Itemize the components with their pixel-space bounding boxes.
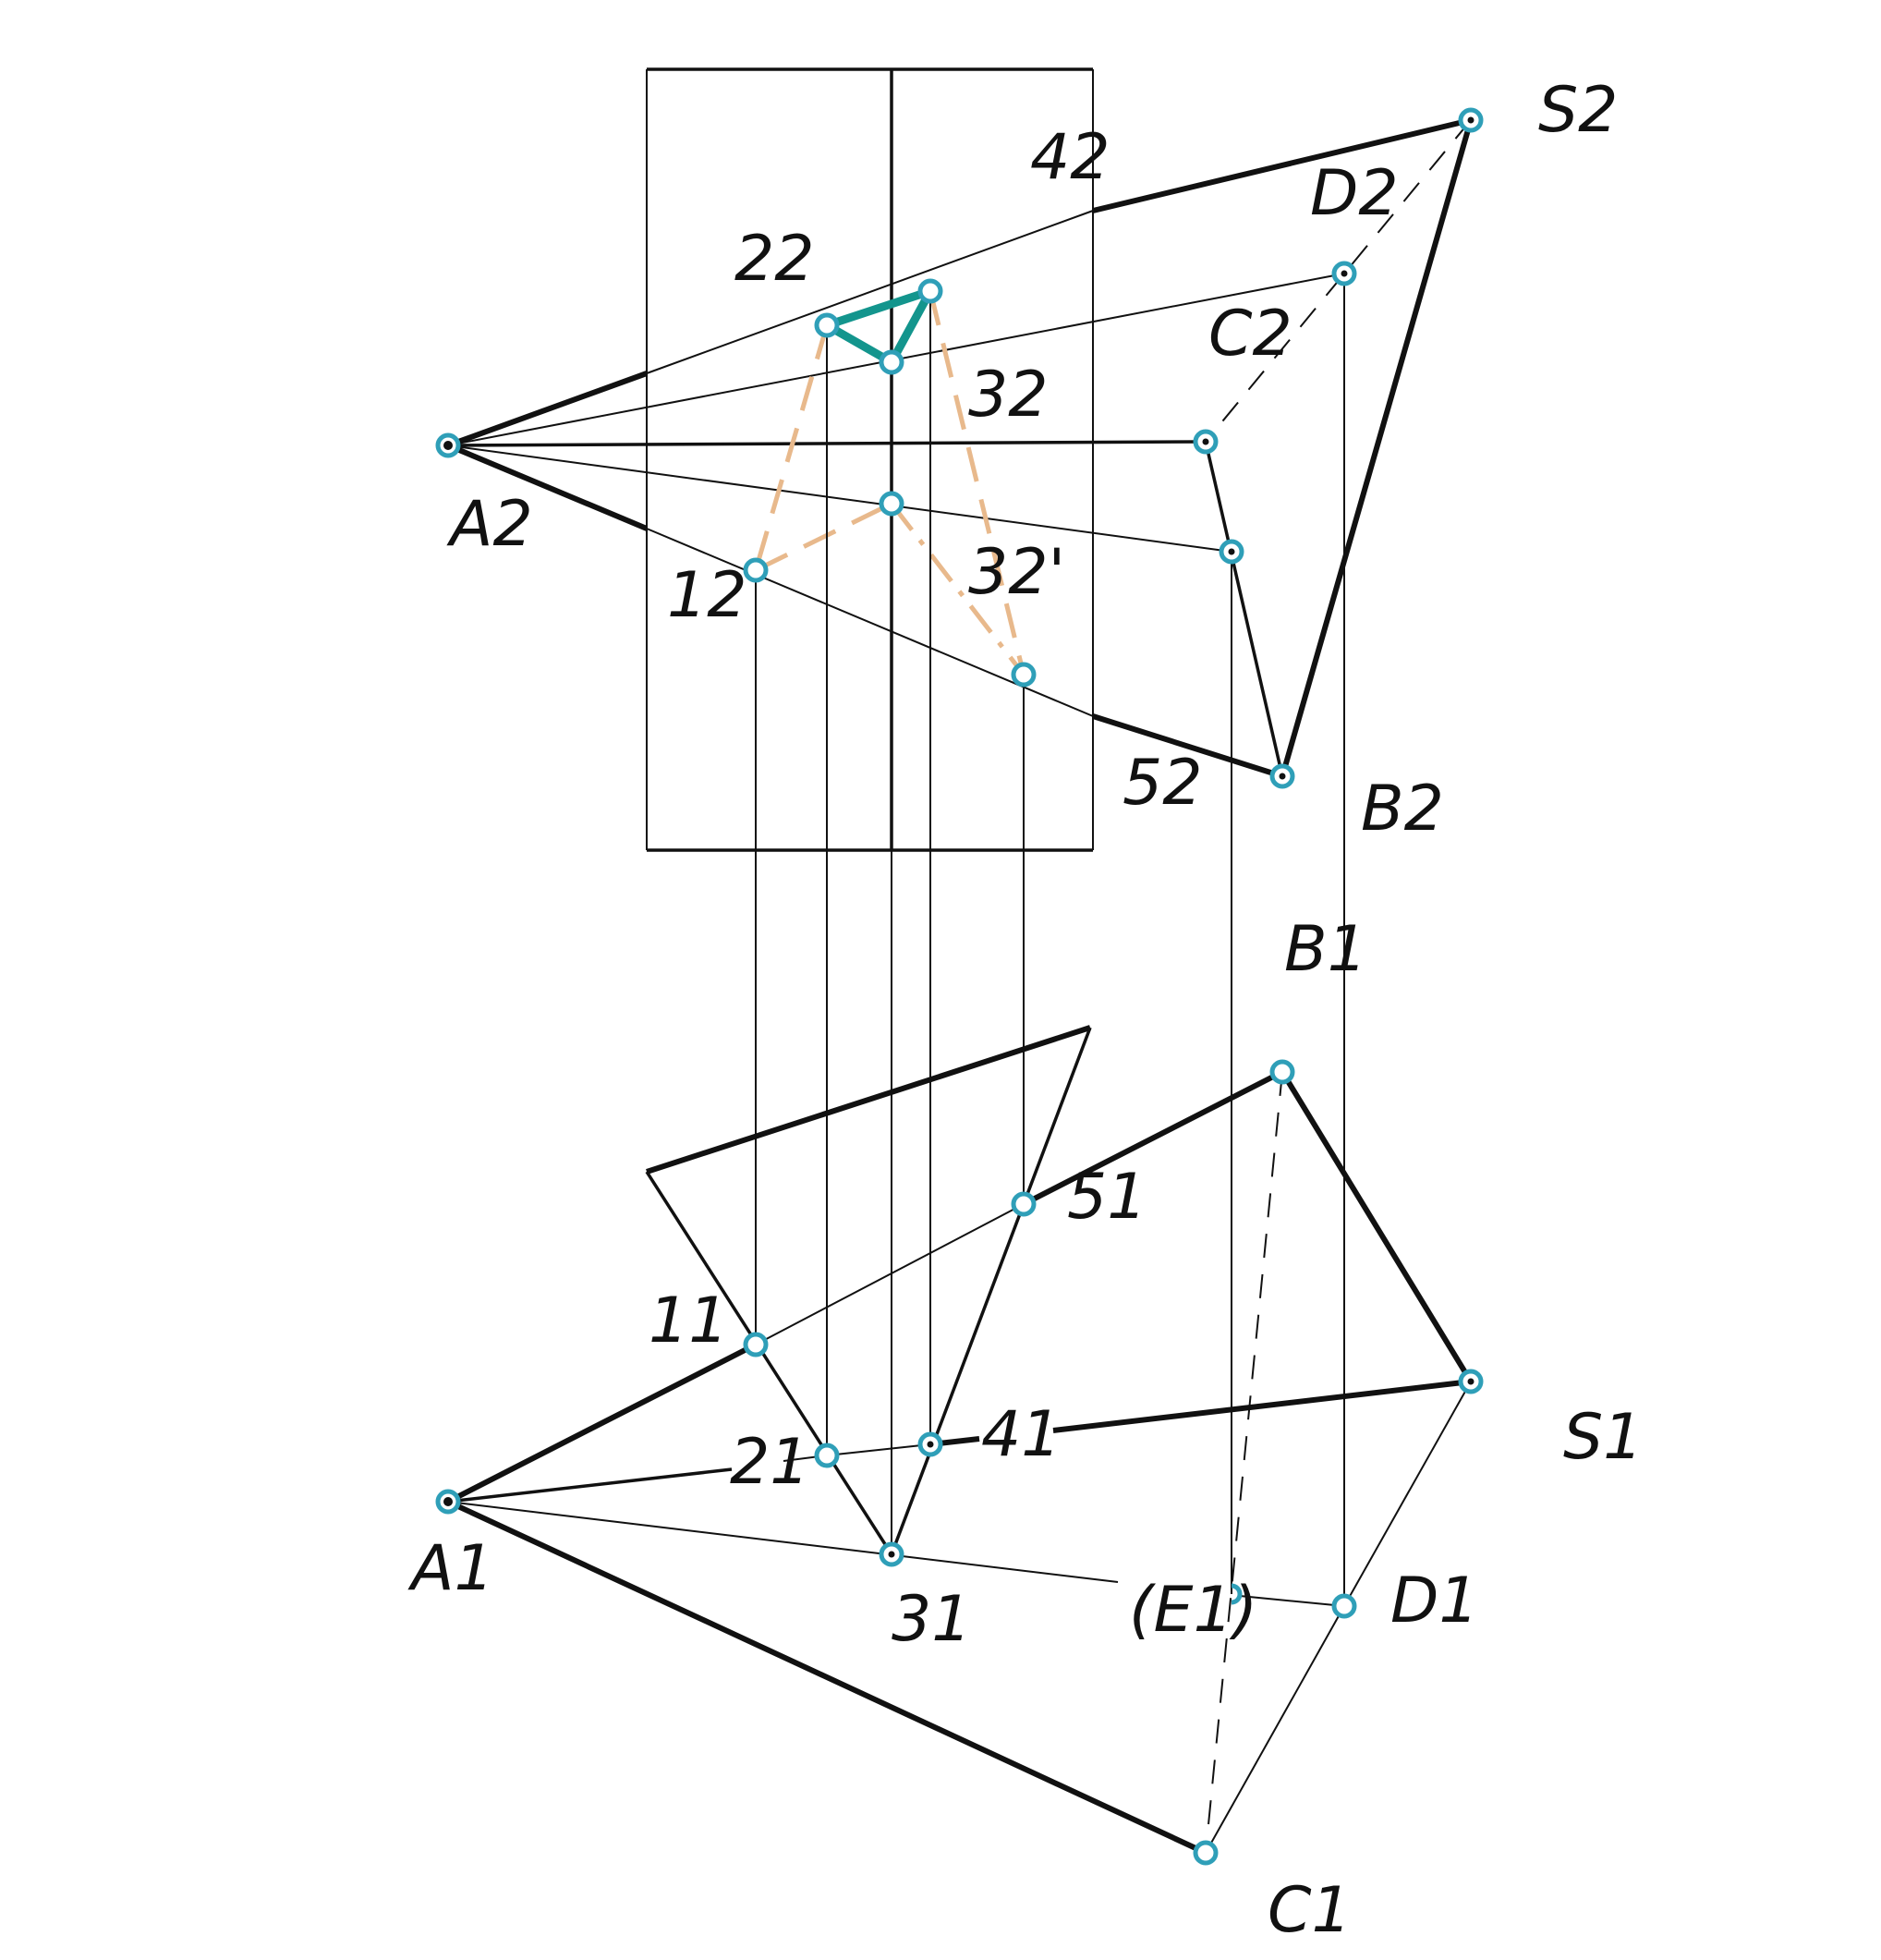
edge-51-b1 [1022,1069,1284,1207]
edge-d1-c1 [1205,1605,1345,1854]
label-51: 51 [1067,1161,1147,1234]
edge-a1-11 [446,1342,758,1504]
point-32-prime [879,491,904,517]
point-e1 [1231,1583,1243,1605]
prism-top-right-edge [890,1027,1092,1555]
pyramid-front-projection [446,117,1474,779]
label-42: 42 [1030,121,1110,194]
point-c1 [1193,1840,1219,1866]
label-22: 22 [734,223,815,296]
edge-11-51 [755,1203,1025,1345]
point-b1 [1269,1059,1295,1085]
edge-a2-b2-right [1092,713,1283,779]
label-32: 32 [968,359,1049,432]
label-d2: D2 [1310,157,1399,230]
edge-c2-b2 [1204,441,1284,777]
label-c1: C1 [1268,1874,1352,1947]
construction-32p-52 [890,502,1025,676]
point-51 [1011,1191,1037,1217]
label-c2: C2 [1208,298,1292,371]
section-triangle-front [822,286,935,367]
point-41 [917,1431,943,1457]
edge-b1-s1 [1280,1070,1474,1383]
label-e1: (E1) [1129,1574,1257,1647]
point-c2 [1193,429,1219,455]
prism-top-projection [645,1025,1092,1555]
edge-b1-c1-hidden [1205,1071,1283,1854]
points [435,107,1484,1866]
construction-22-12 [753,324,830,571]
label-12: 12 [667,559,747,632]
edge-a2-e2 [447,444,1232,553]
point-42 [917,278,943,304]
edge-a2-s2-visible [446,371,649,448]
edge-21-41 [826,1443,931,1456]
point-d1 [1331,1593,1357,1619]
edge-a2-s2-outer [1092,117,1472,213]
point-d2 [1331,261,1357,286]
construction-12-32p [754,501,893,573]
point-s2 [1458,107,1484,133]
pyramid-top-projection [446,1069,1474,1856]
point-22 [814,312,840,338]
label-52: 52 [1123,747,1203,820]
label-s2: S2 [1538,74,1618,147]
construction-42-52 [928,290,1026,676]
point-31 [879,1541,904,1567]
edge-a1-21-visible [447,1467,733,1503]
edge-e1-d1 [1239,1595,1345,1607]
point-52 [1011,662,1037,688]
edge-a1-c1 [446,1499,1207,1856]
label-11: 11 [649,1284,729,1357]
labels: S2 D2 C2 A2 B2 42 22 32 32' 12 52 B1 51 … [407,74,1643,1947]
point-a1 [435,1489,461,1515]
point-e2 [1219,539,1244,565]
point-11 [743,1332,769,1357]
point-s1 [1458,1369,1484,1394]
projection-links [755,274,1345,1606]
label-31: 31 [892,1583,972,1656]
prism-top-left-edge [645,1171,893,1555]
point-32 [879,349,904,375]
edge-a2-b2-left [446,443,649,531]
label-41: 41 [981,1398,1062,1471]
point-b2 [1269,763,1295,789]
label-b1: B1 [1284,913,1367,986]
label-a1: A1 [407,1532,494,1605]
edge-s1-d1 [1343,1381,1472,1607]
edge-a2-s2-inside [646,210,1094,374]
edge-a1-e1 [447,1501,1119,1583]
edge-s2-b2 [1280,119,1474,777]
label-21: 21 [730,1426,810,1499]
label-s1: S1 [1563,1401,1643,1474]
construction-lines-front [753,290,1026,676]
point-a2 [435,432,461,458]
label-32-prime: 32' [968,536,1065,609]
label-a2: A2 [446,488,533,561]
point-21 [814,1443,840,1468]
prism-front-projection [646,67,1094,852]
label-b2: B2 [1361,773,1444,846]
edge-41-s1 [1052,1379,1472,1433]
point-12 [743,557,769,583]
top-view [446,1025,1474,1856]
prism-top-back-edge [646,1025,1091,1175]
label-d1: D1 [1390,1564,1479,1637]
